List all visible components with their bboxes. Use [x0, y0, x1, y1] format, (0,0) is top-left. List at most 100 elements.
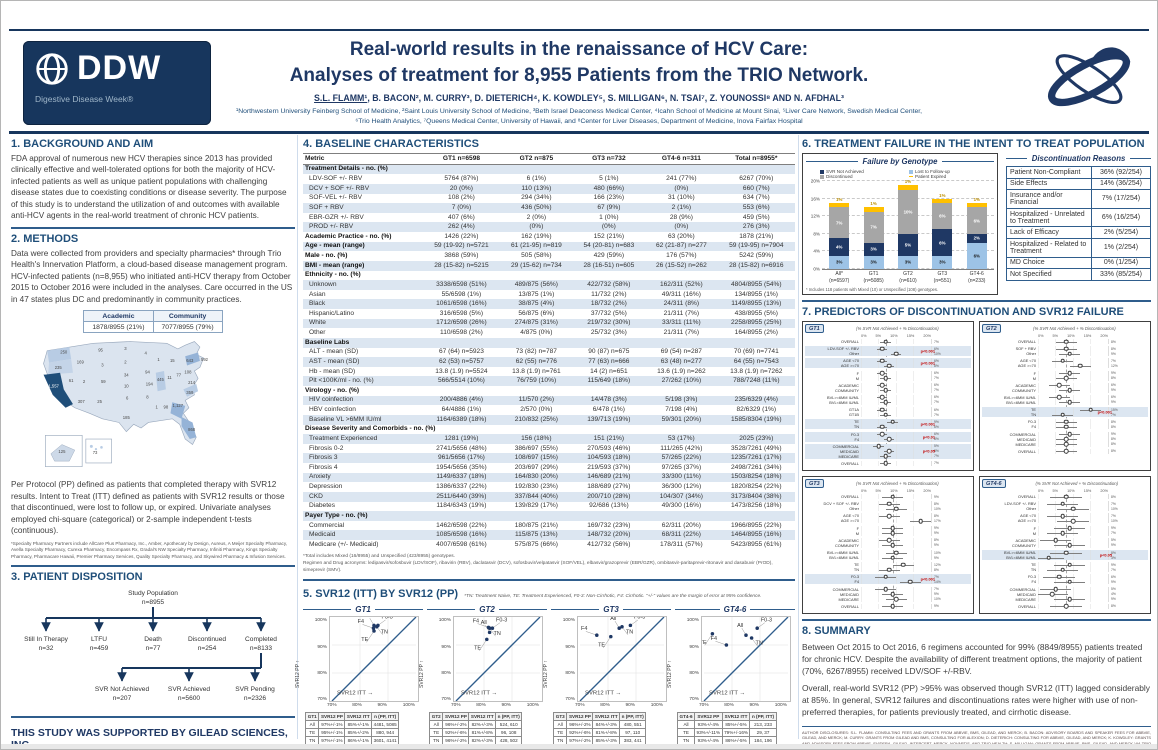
baseline-cell: 27/262 (10%): [661, 377, 702, 385]
forest-row-label: TE: [854, 562, 859, 568]
category-name: GT2: [903, 271, 913, 277]
forest-track: [861, 513, 932, 519]
state-hawaii: [100, 446, 103, 449]
forest-row-annotation: 9%: [934, 419, 939, 424]
table-row: TE 95%+/-1% 85%+/-2% 880, 944: [304, 728, 400, 737]
forest-group: F 9% M 8%: [982, 370, 1148, 381]
ddw-wordmark: DDW: [77, 49, 162, 87]
point-estimate-dot: [886, 501, 892, 507]
baseline-row-label: Black: [309, 300, 326, 308]
identity-line: [703, 617, 789, 702]
forest-row: F 9%: [982, 525, 1148, 531]
baseline-cell: (0%): [674, 223, 689, 231]
forest-row: OVERALL 8%: [982, 603, 1148, 609]
left-column: 1. BACKGROUND AND AIM FDA approval of nu…: [11, 135, 295, 749]
forest-row-annotation: 6%: [934, 383, 939, 388]
baseline-cell: 480 (66%): [593, 184, 625, 192]
forest-row-label: BVL<6MM IU/ML: [1006, 555, 1036, 560]
scatter-point-label: All: [481, 620, 487, 626]
forest-track: [1038, 375, 1109, 381]
baseline-cell: 6/478 (1%): [592, 406, 625, 414]
table-row: Age - mean (range) 59 (19-92) n=5721 61 (2…: [303, 241, 795, 252]
forest-row-annotation: 12%: [1111, 363, 1118, 368]
svr12-table-cell: 97%+/-1%: [318, 720, 346, 730]
y-tick-label: 70%: [317, 697, 327, 703]
state-count-label: 95: [98, 348, 103, 353]
y-tick-label: 0%: [813, 266, 820, 272]
forest-group: COMMERCIAL 5% MEDICAID 8% MEDICARE 7% p<0.05: [805, 443, 971, 459]
forest-row-annotation: 4%: [1111, 592, 1116, 597]
baseline-cell: 505 (58%): [521, 252, 552, 260]
point-estimate-dot: [890, 419, 895, 425]
forest-track: [861, 530, 932, 536]
svr12-scatter-panel: GT4-6 SVR12 PP ↑ 100% 90% 80% 70% SVR12 ITT → A…: [667, 605, 795, 749]
forest-track: [1038, 441, 1109, 447]
flow-row2-label: Completed: [245, 636, 277, 643]
forest-row-annotation: 8%: [934, 567, 939, 572]
point-estimate-dot: [890, 603, 895, 609]
bar-segment-label: 3%: [904, 259, 912, 265]
forest-row: M 9%: [805, 530, 971, 536]
svr12-table-header-cell: n (PP, ITT): [371, 712, 400, 722]
practice-value-community: 7077/8955 (79%): [152, 321, 223, 334]
table-row: Hispanic/Latino 316/6598 (5%) 56/875 (6%) 3…: [303, 309, 795, 319]
svr12-table-cell: 93%+/-4%: [694, 720, 723, 730]
hawaii-inset-box: [85, 439, 112, 464]
section2-footnote: *Specialty Pharmacy Partners include All…: [11, 540, 288, 559]
forest-row-label: M: [855, 530, 859, 536]
forest-track: [861, 358, 932, 364]
identity-line: [455, 617, 541, 702]
table-row: Commercial 1462/6598 (22%) 180/875 (21%) 16…: [303, 521, 795, 531]
svr12-table-cell: TE: [552, 728, 568, 737]
forest-track: [1038, 363, 1109, 369]
forest-track: [1038, 448, 1109, 454]
forest-row-label: COMMERCIAL: [832, 586, 859, 592]
baseline-cell: 76/759 (10%): [516, 377, 557, 385]
forest-group: BVL>=6MM IU/ML 6% BVL<6MM IU/ML 9%: [982, 394, 1148, 405]
predictors-forest-grid: GT1 (% SVR Not Achieved + % Discontinuati…: [802, 321, 1151, 614]
forest-group: F0-3 6% F4 8% p<0.01: [805, 431, 971, 442]
point-estimate-dot: [890, 555, 895, 560]
right-column: 6. TREATMENT FAILURE IN THE INTENT TO TR…: [802, 135, 1151, 749]
svr12-table-cell: All: [676, 720, 696, 730]
forest-row-annotation: 8%: [934, 501, 939, 506]
x-tick-label: 90%: [501, 703, 512, 709]
baseline-cell: 55/6598 (1%): [441, 290, 482, 298]
forest-row-annotation: 7%: [1111, 358, 1116, 363]
svr12-table-cell: 85%+/-1%: [344, 720, 373, 730]
axis-tick-label: 5%: [875, 334, 882, 338]
bottom-strip: [1, 744, 1157, 749]
forest-track: [861, 370, 932, 376]
baseline-cell: 53 (17%): [667, 434, 695, 442]
scatter-point: [371, 626, 376, 631]
baseline-cell: 5 (1%): [599, 175, 619, 183]
category-name: GT1: [868, 271, 879, 277]
scatter-y-axis-text: SVR12 PP ↑: [543, 660, 549, 689]
forest-group: F 9% M 7%: [982, 525, 1148, 536]
baseline-cell: 2498/7261 (34%): [731, 463, 782, 471]
svr12-table-header-row: GT2 SVR12 PP SVR12 ITT n (PP, ITT): [428, 712, 523, 722]
section-rule: [802, 300, 1151, 302]
scatter-plot: SVR12 ITT → All TE TN F4 F0-3: [701, 616, 791, 703]
forest-row: AGE >=70 8%: [805, 363, 971, 369]
forest-row: M 8%: [982, 375, 1148, 381]
state-new-york: [185, 352, 200, 366]
baseline-row-label: Diabetes: [309, 502, 336, 510]
baseline-cell: 134/8955 (1%): [734, 290, 778, 298]
forest-row: OVERALL 9%: [805, 494, 971, 500]
point-estimate-dot: [1063, 346, 1069, 351]
state-count-label: 125: [58, 449, 66, 454]
forest-row-annotation: 6%: [934, 407, 939, 412]
table-row: CKD 2511/6440 (39%) 337/844 (40%) 200/710 (…: [303, 491, 795, 502]
forest-group: OVERALL 8%: [982, 603, 1148, 609]
section6-title: 6. TREATMENT FAILURE IN THE INTENT TO TR…: [802, 138, 1145, 150]
forest-track: [861, 542, 932, 548]
forest-row-annotation: 7%: [934, 412, 939, 417]
baseline-row-label: ALT - mean (SD): [309, 348, 359, 356]
baseline-cell: 63 (20%): [667, 232, 695, 240]
forest-row-annotation: 10%: [1111, 518, 1118, 523]
svr12-table-header-cell: SVR12 ITT: [468, 712, 497, 722]
forest-row-annotation: 7%: [934, 388, 939, 393]
scatter-point-label: F0-3: [496, 618, 507, 624]
scatter-point-label: TN: [494, 631, 501, 637]
